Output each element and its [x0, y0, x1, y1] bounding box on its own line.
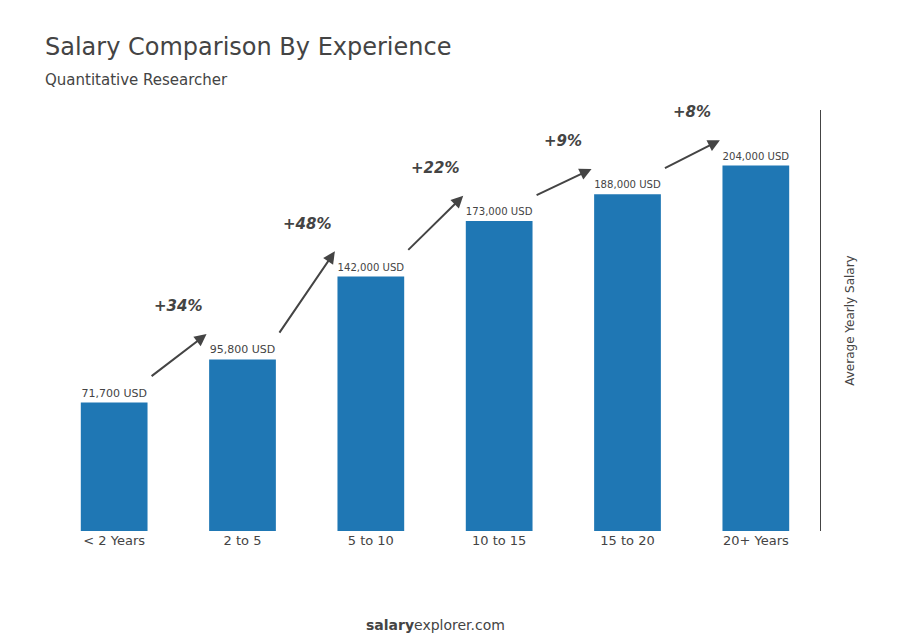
- svg-text:71,700 USD: 71,700 USD: [81, 387, 147, 400]
- svg-text:188,000 USD: 188,000 USD: [594, 179, 661, 190]
- svg-text:5 to 10: 5 to 10: [348, 533, 394, 548]
- svg-text:+8%: +8%: [673, 103, 711, 121]
- svg-text:Quantitative Researcher: Quantitative Researcher: [45, 71, 228, 89]
- svg-text:salaryexplorer.com: salaryexplorer.com: [366, 617, 505, 633]
- svg-text:10 to 15: 10 to 15: [472, 533, 526, 548]
- svg-text:Average Yearly Salary: Average Yearly Salary: [843, 255, 857, 385]
- svg-text:173,000 USD: 173,000 USD: [466, 206, 533, 217]
- svg-text:15 to 20: 15 to 20: [600, 533, 654, 548]
- svg-text:2 to 5: 2 to 5: [224, 533, 262, 548]
- svg-text:20+ Years: 20+ Years: [723, 533, 789, 548]
- svg-text:Salary Comparison By Experienc: Salary Comparison By Experience: [45, 33, 451, 61]
- svg-text:< 2 Years: < 2 Years: [83, 533, 145, 548]
- svg-text:+22%: +22%: [411, 159, 459, 177]
- svg-text:+48%: +48%: [283, 215, 331, 233]
- svg-text:204,000 USD: 204,000 USD: [723, 151, 790, 162]
- svg-text:95,800 USD: 95,800 USD: [210, 343, 276, 356]
- svg-text:142,000 USD: 142,000 USD: [338, 262, 405, 273]
- svg-text:+34%: +34%: [154, 297, 202, 315]
- svg-text:+9%: +9%: [544, 132, 582, 150]
